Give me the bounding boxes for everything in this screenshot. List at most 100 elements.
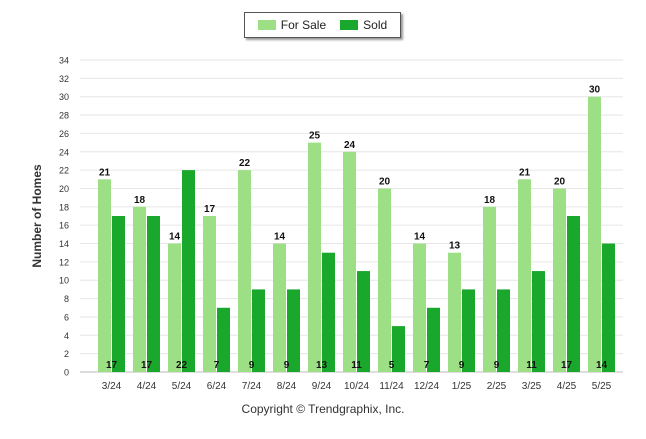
data-label-sold: 17 (561, 360, 573, 371)
data-label-sold: 17 (106, 360, 118, 371)
x-tick-label: 2/25 (487, 381, 507, 392)
legend-label-sold: Sold (363, 18, 388, 32)
for-sale-swatch-icon (257, 20, 276, 30)
data-label-sold: 7 (424, 360, 430, 371)
bar-for-sale (308, 142, 321, 372)
y-tick-label: 32 (59, 74, 69, 84)
y-tick-label: 6 (64, 312, 69, 322)
bar-for-sale (518, 179, 531, 372)
y-tick-label: 28 (59, 111, 69, 121)
data-label-for-sale: 25 (309, 131, 321, 142)
data-label-sold: 14 (596, 360, 608, 371)
bar-for-sale (343, 151, 356, 372)
y-tick-label: 8 (64, 294, 69, 304)
y-tick-label: 20 (59, 184, 69, 194)
data-label-for-sale: 14 (414, 232, 426, 243)
x-tick-label: 10/24 (344, 381, 369, 392)
y-tick-label: 16 (59, 221, 69, 231)
data-label-sold: 5 (389, 360, 395, 371)
y-tick-label: 22 (59, 166, 69, 176)
x-tick-label: 4/24 (137, 381, 157, 392)
bar-for-sale (98, 179, 111, 372)
data-label-for-sale: 21 (519, 167, 531, 178)
bar-sold (427, 307, 440, 372)
bar-sold (392, 326, 405, 372)
y-axis-title: Number of Homes (30, 164, 44, 268)
x-tick-label: 5/25 (592, 381, 612, 392)
data-label-for-sale: 14 (169, 232, 181, 243)
data-label-sold: 7 (214, 360, 220, 371)
bar-sold (322, 252, 335, 372)
data-label-for-sale: 14 (274, 232, 286, 243)
legend-item-sold: Sold (340, 18, 387, 32)
y-tick-label: 4 (64, 331, 69, 341)
data-label-sold: 13 (316, 360, 328, 371)
data-label-sold: 9 (459, 360, 465, 371)
bar-sold (462, 289, 475, 372)
bar-sold (147, 216, 160, 372)
data-label-for-sale: 17 (204, 204, 216, 215)
bar-sold (287, 289, 300, 372)
data-label-sold: 9 (284, 360, 290, 371)
bar-for-sale (203, 216, 216, 372)
y-tick-label: 26 (59, 129, 69, 139)
x-tick-label: 8/24 (277, 381, 297, 392)
bar-for-sale (483, 206, 496, 372)
data-label-sold: 9 (494, 360, 500, 371)
x-tick-label: 4/25 (557, 381, 577, 392)
bar-for-sale (378, 188, 391, 372)
legend: For Sale Sold (244, 12, 401, 38)
bar-sold (602, 243, 615, 372)
y-tick-label: 12 (59, 257, 69, 267)
x-tick-label: 3/24 (102, 381, 122, 392)
data-label-for-sale: 20 (554, 176, 566, 187)
x-tick-label: 12/24 (414, 381, 439, 392)
x-tick-label: 5/24 (172, 381, 192, 392)
bar-for-sale (588, 96, 601, 373)
bar-for-sale (448, 252, 461, 372)
data-label-sold: 17 (141, 360, 153, 371)
x-tick-label: 1/25 (452, 381, 472, 392)
data-label-for-sale: 24 (344, 140, 356, 151)
bar-sold (357, 271, 370, 372)
y-tick-label: 2 (64, 349, 69, 359)
bar-sold (182, 170, 195, 372)
y-tick-label: 10 (59, 276, 69, 286)
data-label-sold: 11 (526, 360, 537, 371)
sold-swatch-icon (340, 20, 359, 30)
bar-for-sale (273, 243, 286, 372)
bar-for-sale (413, 243, 426, 372)
legend-label-for-sale: For Sale (280, 18, 327, 32)
y-tick-label: 14 (59, 239, 69, 249)
bar-for-sale (168, 243, 181, 372)
y-tick-label: 24 (59, 147, 69, 157)
bar-sold (112, 216, 125, 372)
data-label-for-sale: 13 (449, 241, 461, 252)
bar-sold (567, 216, 580, 372)
x-tick-label: 6/24 (207, 381, 227, 392)
y-tick-label: 0 (64, 368, 69, 378)
data-label-for-sale: 18 (134, 195, 146, 206)
bar-for-sale (133, 206, 146, 372)
bar-sold (532, 271, 545, 372)
y-tick-label: 30 (59, 92, 69, 102)
data-label-for-sale: 20 (379, 176, 391, 187)
x-tick-label: 11/24 (379, 381, 404, 392)
data-label-for-sale: 18 (484, 195, 496, 206)
bar-sold (217, 307, 230, 372)
data-label-for-sale: 22 (239, 158, 251, 169)
legend-item-for-sale: For Sale (257, 18, 327, 32)
data-label-for-sale: 21 (99, 167, 111, 178)
y-tick-label: 18 (59, 202, 69, 212)
bar-for-sale (553, 188, 566, 372)
x-tick-label: 7/24 (242, 381, 262, 392)
bar-sold (252, 289, 265, 372)
copyright-text: Copyright © Trendgraphix, Inc. (241, 402, 405, 416)
data-label-sold: 11 (351, 360, 362, 371)
data-label-sold: 9 (249, 360, 255, 371)
x-tick-label: 9/24 (312, 381, 332, 392)
y-tick-label: 34 (59, 56, 69, 66)
data-label-for-sale: 30 (589, 85, 601, 96)
